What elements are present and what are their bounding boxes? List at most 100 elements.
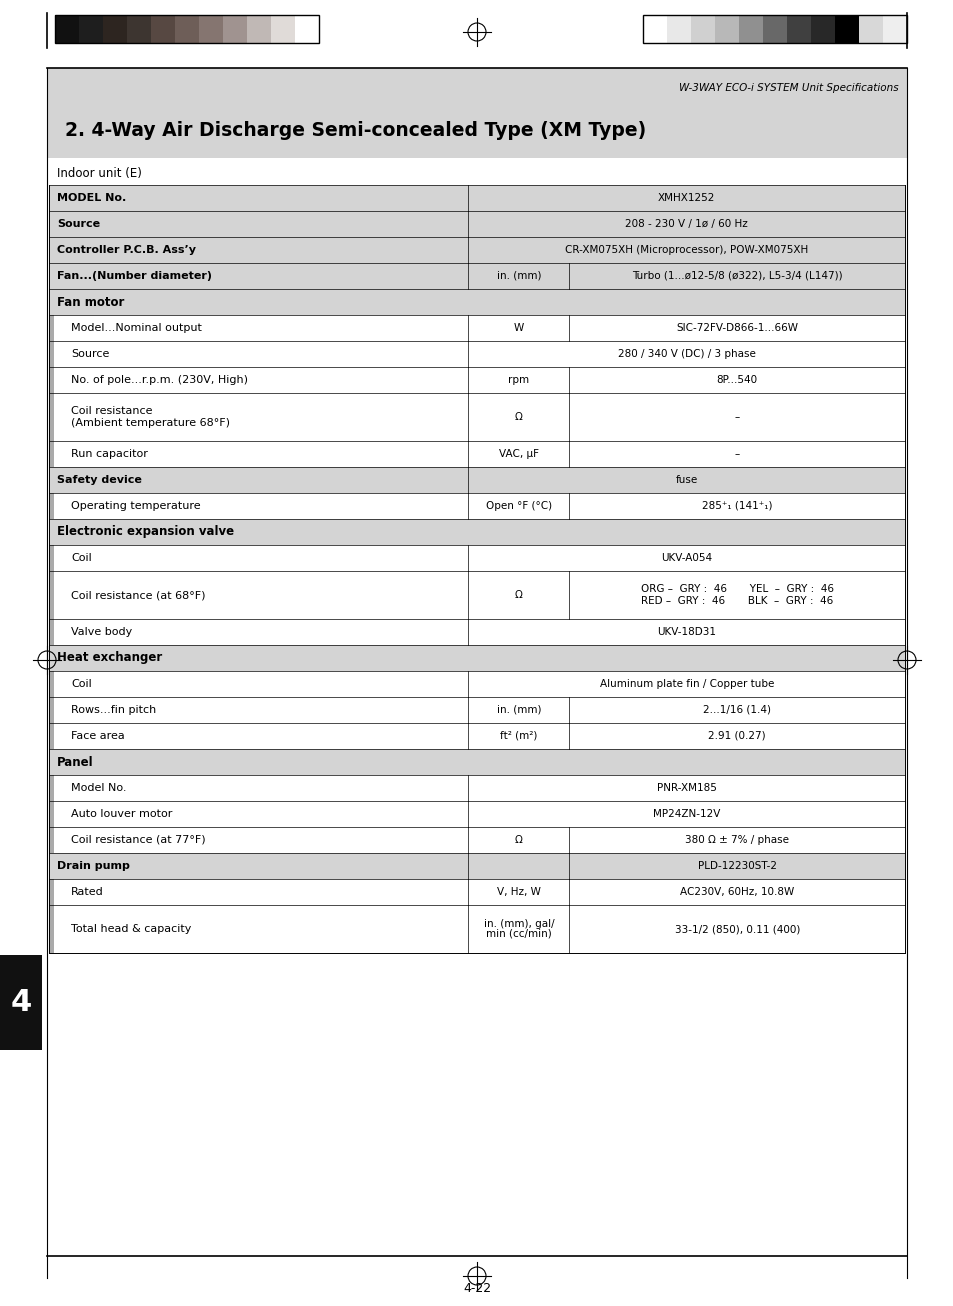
Bar [49,545,54,571]
Bar [49,671,54,697]
Text: in. (mm): in. (mm) [497,705,540,714]
Text: 2.91 (0.27): 2.91 (0.27) [708,731,765,741]
Bar [79,14,103,43]
Text: VAC, μF: VAC, μF [498,449,538,458]
Bar [810,14,834,43]
Bar [103,14,127,43]
Bar [739,14,762,43]
Text: Heat exchanger: Heat exchanger [57,652,162,665]
Text: Source: Source [71,349,110,359]
Text: Coil: Coil [71,552,91,563]
Bar [49,697,904,724]
Text: W: W [514,323,523,333]
Text: Turbo (1...ø12-5/8 (ø322), L5-3/4 (L147)): Turbo (1...ø12-5/8 (ø322), L5-3/4 (L147)… [631,272,841,281]
Bar [49,645,904,671]
Bar [49,853,904,879]
Text: ft² (m²): ft² (m²) [499,731,537,741]
Bar [49,289,904,315]
Bar [49,393,904,441]
Bar [49,827,904,853]
Bar [834,14,858,43]
Bar [223,14,247,43]
Text: Source: Source [57,219,100,229]
Text: 8P...540: 8P...540 [716,375,757,385]
Bar [151,14,174,43]
Text: fuse: fuse [675,475,697,485]
Bar [55,14,318,43]
Bar [49,724,54,750]
Text: 380 Ω ± 7% / phase: 380 Ω ± 7% / phase [684,835,788,845]
Text: RED –  GRY :  46       BLK  –  GRY :  46: RED – GRY : 46 BLK – GRY : 46 [640,596,833,606]
Text: –: – [734,449,740,458]
Text: Run capacitor: Run capacitor [71,449,148,458]
Text: 2...1/16 (1.4): 2...1/16 (1.4) [702,705,770,714]
Bar [174,14,199,43]
Text: in. (mm), gal/: in. (mm), gal/ [483,919,554,929]
Text: Rated: Rated [71,887,104,897]
Bar [49,801,54,827]
Bar [55,14,79,43]
Text: SIC-72FV-D866-1...66W: SIC-72FV-D866-1...66W [676,323,798,333]
Text: Coil: Coil [71,679,91,690]
Bar [49,518,904,545]
Text: rpm: rpm [508,375,529,385]
Bar [49,905,54,953]
Bar [49,750,904,774]
Bar [49,341,54,367]
Text: No. of pole...r.p.m. (230V, High): No. of pole...r.p.m. (230V, High) [71,375,248,385]
Bar [47,68,906,158]
Text: Panel: Panel [57,755,93,768]
Bar [49,571,54,619]
Bar [786,14,810,43]
Text: V, Hz, W: V, Hz, W [497,887,540,897]
Text: Rows...fin pitch: Rows...fin pitch [71,705,156,714]
Bar [49,492,54,518]
Bar [642,14,666,43]
Bar [49,879,54,905]
Text: PLD-12230ST-2: PLD-12230ST-2 [697,861,776,871]
Bar [762,14,786,43]
Text: Ω: Ω [515,835,522,845]
Bar [247,14,271,43]
Bar [49,263,904,289]
Text: 33-1/2 (850), 0.11 (400): 33-1/2 (850), 0.11 (400) [674,925,799,934]
Bar [642,14,906,43]
Text: Operating temperature: Operating temperature [71,502,200,511]
Bar [49,441,54,468]
Bar [714,14,739,43]
Text: ORG –  GRY :  46       YEL  –  GRY :  46: ORG – GRY : 46 YEL – GRY : 46 [640,584,833,594]
Bar [49,545,904,571]
Text: CR-XM075XH (Microprocessor), POW-XM075XH: CR-XM075XH (Microprocessor), POW-XM075XH [564,246,807,255]
Text: min (cc/min): min (cc/min) [486,929,551,939]
Text: 208 - 230 V / 1ø / 60 Hz: 208 - 230 V / 1ø / 60 Hz [624,219,747,229]
Bar [0,955,42,1050]
Text: AC230V, 60Hz, 10.8W: AC230V, 60Hz, 10.8W [679,887,794,897]
Text: (Ambient temperature 68°F): (Ambient temperature 68°F) [71,418,230,427]
Bar [49,367,904,393]
Text: Fan motor: Fan motor [57,295,124,308]
Text: UKV-18D31: UKV-18D31 [657,627,716,637]
Text: Drain pump: Drain pump [57,861,130,871]
Text: MP24ZN-12V: MP24ZN-12V [653,808,720,819]
Bar [882,14,906,43]
Text: in. (mm): in. (mm) [497,272,540,281]
Text: MODEL No.: MODEL No. [57,193,126,202]
Bar [49,367,54,393]
Bar [49,468,904,492]
Bar [49,212,904,236]
Text: Ω: Ω [515,411,522,422]
Text: 285⁺₁ (141⁺₁): 285⁺₁ (141⁺₁) [701,502,772,511]
Bar [49,774,54,801]
Bar [49,315,904,341]
Bar [49,801,904,827]
Text: Auto louver motor: Auto louver motor [71,808,172,819]
Text: Ω: Ω [515,590,522,599]
Text: Aluminum plate fin / Copper tube: Aluminum plate fin / Copper tube [598,679,773,690]
Text: Coil resistance (at 77°F): Coil resistance (at 77°F) [71,835,206,845]
Bar [49,492,904,518]
Text: Total head & capacity: Total head & capacity [71,925,192,934]
Bar [49,724,904,750]
Bar [49,827,54,853]
Bar [49,341,904,367]
Text: Coil resistance: Coil resistance [71,406,152,417]
